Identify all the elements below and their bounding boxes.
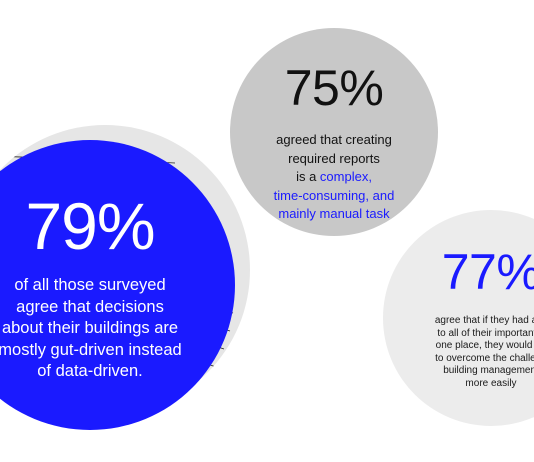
stat-75-highlight: mainly manual task xyxy=(278,206,390,221)
stat-77-line: one place, they would be xyxy=(435,340,534,351)
stat-77-line: to all of their important d xyxy=(437,327,534,339)
stat-79-line: mostly gut-driven instead xyxy=(0,340,182,359)
stat-75-line: agreed that creating xyxy=(276,132,392,147)
stat-75-highlight: complex, xyxy=(319,169,372,184)
stat-75-bubble: 75% agreed that creating required report… xyxy=(230,28,438,236)
stat-79-line: of data-driven. xyxy=(37,362,143,380)
stat-75-description: agreed that creating required reports is… xyxy=(230,131,438,224)
stat-77-description: agree that if they had acc to all of the… xyxy=(383,315,534,390)
stat-77-bubble: 77% agree that if they had acc to all of… xyxy=(383,210,534,426)
stat-79-bubble: 79% of all those surveyed agree that dec… xyxy=(0,140,235,430)
stat-79-value: 79% xyxy=(25,189,155,263)
stat-77-line: agree that if they had acc xyxy=(434,315,534,326)
stat-79-line: of all those surveyed xyxy=(14,276,166,294)
stat-77-line: more easily xyxy=(465,377,517,389)
stat-79-description: of all those surveyed agree that decisio… xyxy=(0,275,235,383)
stat-79-line: agree that decisions xyxy=(16,297,164,316)
stat-77-line: building management xyxy=(443,365,534,376)
stat-75-line: required reports xyxy=(288,150,380,166)
stat-77-line: to overcome the challeng xyxy=(435,352,534,364)
stat-79-line: about their buildings are xyxy=(1,319,179,337)
stat-77-value: 77% xyxy=(441,244,534,300)
stat-75-line: is a xyxy=(296,169,320,184)
stat-75-value: 75% xyxy=(284,60,384,116)
stat-75-line-mixed: is a complex, xyxy=(230,168,438,187)
stat-75-highlight: time-consuming, and xyxy=(273,187,395,203)
